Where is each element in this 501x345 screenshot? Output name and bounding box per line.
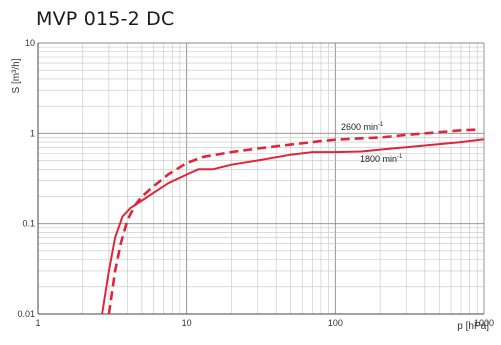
y-axis-label: S [m³/h] bbox=[11, 58, 22, 93]
x-tick-label: 100 bbox=[328, 318, 343, 328]
series bbox=[101, 128, 485, 315]
x-tick-label: 1 bbox=[35, 318, 40, 328]
y-tick-label: 10 bbox=[25, 38, 35, 48]
series-line-2600 bbox=[107, 128, 478, 315]
y-tick-label: 0.1 bbox=[22, 219, 35, 229]
series-line-1800 bbox=[101, 138, 485, 315]
axes bbox=[37, 43, 484, 315]
grid bbox=[37, 42, 485, 315]
y-tick-label: 1 bbox=[30, 128, 35, 138]
x-tick-label: 1000 bbox=[474, 318, 494, 328]
y-tick-label: 0.01 bbox=[17, 309, 35, 319]
series-label-2600: 2600 min-1 bbox=[341, 122, 384, 132]
series-label-1800: 1800 min-1 bbox=[360, 154, 403, 164]
tick-labels: 1 10 100 1000 0.01 0.1 1 10 bbox=[17, 38, 494, 328]
chart-title: MVP 015-2 DC bbox=[36, 8, 175, 30]
x-tick-label: 10 bbox=[182, 318, 192, 328]
series-labels: 1800 min-1 2600 min-1 bbox=[341, 122, 403, 164]
x-axis-label: p [hPa] bbox=[457, 321, 489, 332]
